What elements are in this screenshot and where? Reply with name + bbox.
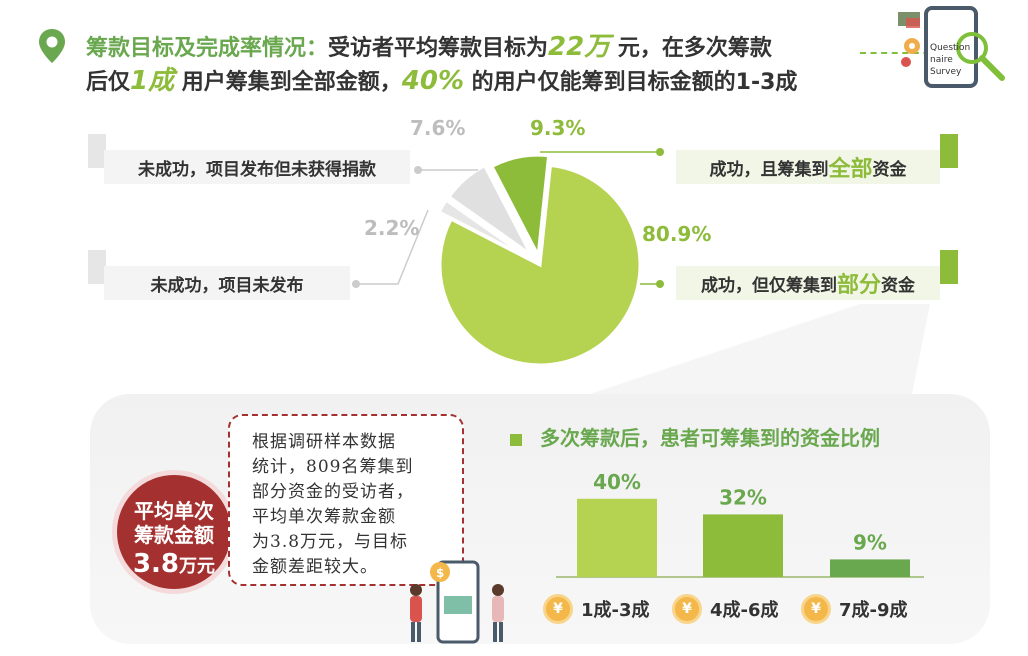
svg-text:$: $ [436,566,444,580]
label-corner-right-top [940,134,958,168]
pie-pct-80-9: 80.9% [642,222,712,246]
bar-3 [830,559,910,577]
panel-connector [560,304,930,404]
questionnaire-survey-icon: Question naire Survey [898,6,1005,88]
note-line-3: 部分资金的受访者， [252,482,414,502]
leader-dot-9-3 [656,148,664,156]
bar-category-1-label: 1成-3成 [581,600,650,621]
label-corner-left-bottom [88,250,106,284]
label-full-c: 资金 [872,159,907,180]
title-line-1: 筹款目标及完成率情况：受访者平均筹款目标为22万 元，在多次筹款 [86,26,772,63]
title-tail-2: 的用户仅能筹到目标金额的1-3成 [464,70,798,95]
circle-line-1: 平均单次 [134,499,214,523]
yen-coin-icon: ¥ [801,594,831,624]
title-text: 受访者平均筹款目标为 [328,36,549,61]
label-partial-a: 成功，但仅筹集到 [700,275,837,296]
pie-pct-7-6: 7.6% [410,116,466,140]
label-not-funded: 未成功，项目发布但未获得捐款 [104,150,410,184]
pie-pct-2-2: 2.2% [364,216,420,240]
leader-dot-80-9 [656,280,664,288]
note-line-1: 根据调研样本数据 [252,432,396,452]
title-highlight-1: 1成 [130,66,175,96]
title-mid: 用户筹集到全部金额， [174,70,402,95]
label-corner-left-top [88,134,106,168]
note-box: 根据调研样本数据 统计，809名筹集到 部分资金的受访者， 平均单次筹款金额 为… [228,414,464,586]
note-line-5: 为3.8万元，与目标 [252,532,409,552]
pie-slice-unpublished [437,198,529,260]
yen-coin-icon: ¥ [672,594,702,624]
bar-chart-title: 多次筹款后，患者可筹集到的资金比例 [510,422,880,451]
bar-category-3-label: 7成-9成 [839,600,908,621]
survey-text-1: Question [930,43,970,53]
label-full-a: 成功，且筹集到 [709,159,829,180]
label-full-funded: 成功，且筹集到 全部 资金 [676,150,940,184]
bar-value-label-1: 40% [593,470,641,494]
average-amount-circle: 平均单次 筹款金额 3.8万元 [112,470,236,594]
circle-value: 3.8万元 [117,549,231,582]
label-partial-c: 资金 [881,275,915,296]
title-highlight-goal: 22万 [548,32,611,62]
pie-slice-full [489,153,551,261]
pie-slice-partial [438,163,642,367]
label-corner-right-bottom [940,250,958,284]
bar-title-bullet [510,433,522,446]
note-line-2: 统计，809名筹集到 [252,457,414,477]
bar-value-label-2: 32% [719,485,767,509]
title-lead-2: 后仅 [86,70,131,95]
yen-coin-icon: ¥ [543,594,573,624]
pie-slice-no-donation [446,163,533,256]
label-partial-b: 部分 [836,273,881,298]
leader-dot-7-6 [414,166,422,174]
note-line-4: 平均单次筹款金额 [252,507,396,527]
bar-category-1: ¥1成-3成 [543,594,650,624]
circle-line-2: 筹款金额 [134,523,214,547]
survey-text-2: naire [930,55,953,65]
location-pin-icon [39,29,65,63]
bar-title-text: 多次筹款后，患者可筹集到的资金比例 [540,426,880,450]
leader-dot-2-2 [352,280,360,288]
leader-line-2-2 [356,209,429,285]
bar-value-label-3: 9% [853,530,887,554]
bar-category-3: ¥7成-9成 [801,594,908,624]
note-line-6: 金额差距较大。 [252,557,378,577]
bar-1 [577,498,657,577]
circle-value-unit: 万元 [179,556,216,577]
people-phone-illustration: $ [410,560,504,644]
bar-category-2: ¥4成-6成 [672,594,779,624]
title-tail: 元，在多次筹款 [610,36,772,61]
label-full-b: 全部 [828,157,873,182]
bar-category-2-label: 4成-6成 [710,600,779,621]
title-line-2: 后仅1成 用户筹集到全部金额，40% 的用户仅能筹到目标金额的1-3成 [86,60,797,97]
header-dash-line [860,52,940,54]
label-not-published: 未成功，项目未发布 [104,266,350,300]
survey-text-3: Survey [930,67,962,77]
circle-value-num: 3.8 [132,549,180,579]
pie-pct-9-3: 9.3% [530,116,586,140]
label-partial-funded: 成功，但仅筹集到 部分 资金 [676,266,940,300]
title-lead: 筹款目标及完成率情况： [86,36,329,61]
bar-2 [703,514,783,577]
bar-chart: 40% 32% 9% [556,470,924,578]
title-highlight-40: 40% [401,66,465,96]
